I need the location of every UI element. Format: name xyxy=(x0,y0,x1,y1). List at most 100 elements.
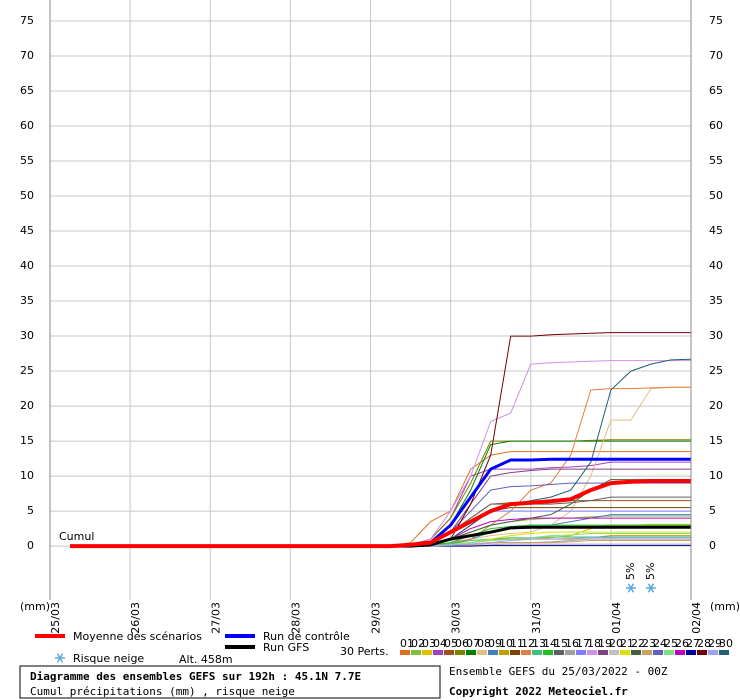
legend-label: 07 xyxy=(466,637,480,650)
y-tick-label: 30 xyxy=(20,329,34,342)
legend-label: 19 xyxy=(598,637,612,650)
y-tick-label: 55 xyxy=(20,154,34,167)
legend-label: 01 xyxy=(400,637,414,650)
y-tick-label: 60 xyxy=(20,119,34,132)
y-tick-label: 40 xyxy=(20,259,34,272)
y-tick-label-right: 30 xyxy=(709,329,723,342)
perturbations-label: 30 Perts. xyxy=(340,645,389,658)
legend-swatch xyxy=(488,650,498,655)
legend-label: 30 xyxy=(719,637,733,650)
legend-swatch xyxy=(499,650,509,655)
snow-flake-stroke xyxy=(627,583,635,593)
x-tick-label: 26/03 xyxy=(129,602,142,634)
legend-label: 13 xyxy=(532,637,546,650)
footer-box xyxy=(19,665,441,699)
legend-label: 06 xyxy=(455,637,469,650)
legend-label: 28 xyxy=(697,637,711,650)
legend-label: 03 xyxy=(422,637,436,650)
y-tick-label-right: 20 xyxy=(709,399,723,412)
y-tick-label-right: 50 xyxy=(709,189,723,202)
legend-label: 10 xyxy=(499,637,513,650)
x-tick-label: 25/03 xyxy=(49,602,62,634)
legend-label: Run de contrôle xyxy=(263,630,350,643)
y-tick-label: 25 xyxy=(20,364,34,377)
legend-swatch xyxy=(477,650,487,655)
y-tick-label: 15 xyxy=(20,434,34,447)
x-tick-label: 31/03 xyxy=(530,602,543,634)
legend-label: 14 xyxy=(543,637,557,650)
y-tick-label-right: 70 xyxy=(709,49,723,62)
y-tick-label: 45 xyxy=(20,224,34,237)
legend-label: 25 xyxy=(664,637,678,650)
legend-swatch xyxy=(455,650,465,655)
legend-swatch xyxy=(521,650,531,655)
legend-swatch xyxy=(510,650,520,655)
legend-swatch xyxy=(587,650,597,655)
legend-label: 29 xyxy=(708,637,722,650)
y-tick-label-right: 65 xyxy=(709,84,723,97)
legend-swatch xyxy=(598,650,608,655)
y-tick-label-right: 45 xyxy=(709,224,723,237)
y-tick-label-right: 55 xyxy=(709,154,723,167)
legend-swatch xyxy=(675,650,685,655)
copyright: Copyright 2022 Meteociel.fr xyxy=(449,685,628,698)
legend-swatch xyxy=(631,650,641,655)
legend-swatch xyxy=(543,650,553,655)
run-info: Ensemble GEFS du 25/03/2022 - 00Z xyxy=(449,665,668,678)
y-tick-label: 0 xyxy=(27,539,34,552)
title: Diagramme des ensembles GEFS sur 192h : … xyxy=(30,670,361,683)
legend-swatch xyxy=(664,650,674,655)
legend-swatch xyxy=(400,650,410,655)
x-tick-label: 01/04 xyxy=(610,602,623,634)
legend-swatch xyxy=(532,650,542,655)
legend-label: 22 xyxy=(631,637,645,650)
legend-swatch xyxy=(565,650,575,655)
snow-risk-label: 5% xyxy=(644,563,657,580)
snow-risk-icon xyxy=(645,583,656,593)
legend-swatch xyxy=(609,650,619,655)
legend-label: 15 xyxy=(554,637,568,650)
y-tick-label: 20 xyxy=(20,399,34,412)
y-tick-label: 70 xyxy=(20,49,34,62)
legend-label: Moyenne des scénarios xyxy=(73,630,202,643)
legend-swatch xyxy=(444,650,454,655)
legend-swatch xyxy=(697,650,707,655)
legend-label: 16 xyxy=(565,637,579,650)
y-tick-label-right: 35 xyxy=(709,294,723,307)
y-axis-label-right: (mm) xyxy=(710,600,740,613)
legend-label: 21 xyxy=(620,637,634,650)
legend-swatch xyxy=(422,650,432,655)
legend-label: 12 xyxy=(521,637,535,650)
x-tick-label: 29/03 xyxy=(370,602,383,634)
legend-label: 05 xyxy=(444,637,458,650)
legend-label: 27 xyxy=(686,637,700,650)
legend: Moyenne des scénarios Run de contrôleRun … xyxy=(35,630,733,655)
legend-label: 26 xyxy=(675,637,689,650)
legend-label: 20 xyxy=(609,637,623,650)
snow-legend-icon xyxy=(55,653,65,663)
legend-label: 17 xyxy=(576,637,590,650)
y-tick-label-right: 10 xyxy=(709,469,723,482)
x-tick-label: 28/03 xyxy=(289,602,302,634)
snow-risk-icon xyxy=(625,583,636,593)
legend-label: Run GFS xyxy=(263,641,309,654)
y-tick-label-right: 60 xyxy=(709,119,723,132)
legend-swatch xyxy=(554,650,564,655)
legend-label: 08 xyxy=(477,637,491,650)
legend-label: 23 xyxy=(642,637,656,650)
x-tick-label: 27/03 xyxy=(209,602,222,634)
y-tick-label: 35 xyxy=(20,294,34,307)
legend-swatch xyxy=(411,650,421,655)
snow-risk-label: 5% xyxy=(624,563,637,580)
y-tick-label-right: 15 xyxy=(709,434,723,447)
legend-swatch xyxy=(642,650,652,655)
subtitle: Cumul précipitations (mm) , risque neige xyxy=(30,685,295,698)
legend-label: 24 xyxy=(653,637,667,650)
legend-label: 18 xyxy=(587,637,601,650)
y-tick-label: 10 xyxy=(20,469,34,482)
legend-swatch xyxy=(620,650,630,655)
y-tick-label-right: 75 xyxy=(709,14,723,27)
